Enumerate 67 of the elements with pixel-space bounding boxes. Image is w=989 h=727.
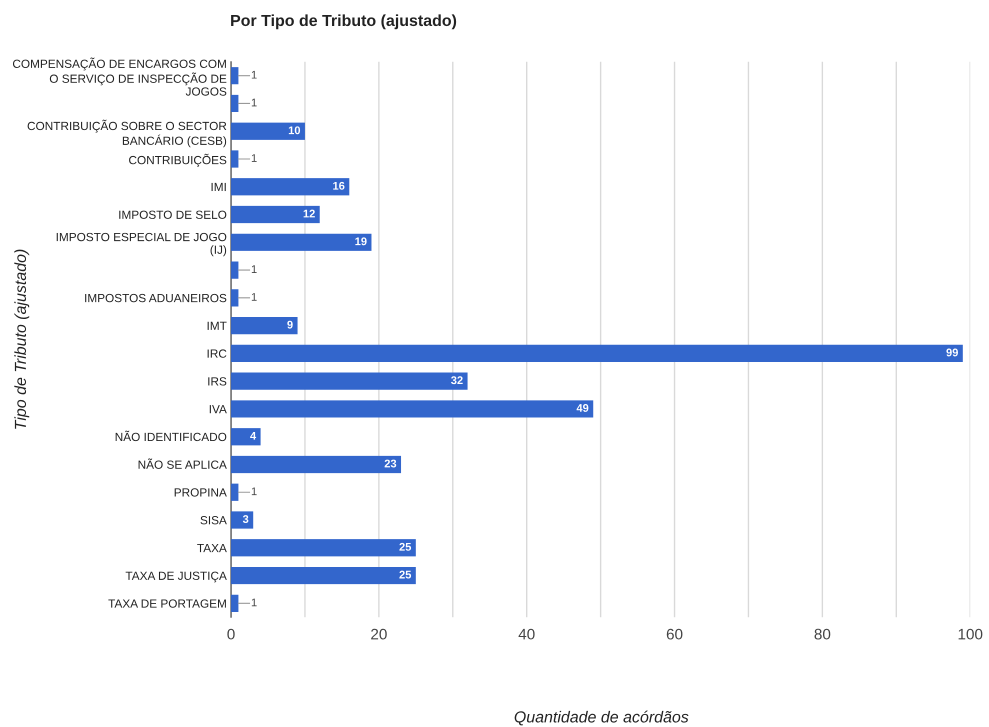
data-label: 4 xyxy=(250,432,256,440)
bar xyxy=(231,539,416,556)
y-tick-label: IMPOSTOS ADUANEIROS xyxy=(85,294,226,302)
data-label: 1 xyxy=(252,598,257,606)
y-tick-label: PROPINA xyxy=(174,488,227,497)
bar xyxy=(231,234,372,251)
data-label: 19 xyxy=(355,237,367,246)
bar xyxy=(231,150,238,168)
x-tick-label: 20 xyxy=(371,628,387,640)
x-axis-title: Quantidade de acórdãos xyxy=(514,710,688,726)
data-label: 12 xyxy=(304,210,315,218)
x-tick-label: 40 xyxy=(518,628,535,640)
bar xyxy=(231,566,416,584)
y-tick-label: NÃO IDENTIFICADO xyxy=(116,430,226,442)
data-label: 1 xyxy=(252,293,257,301)
data-label: 25 xyxy=(399,542,412,551)
y-tick-label: COMPENSAÇÃO DE ENCARGOS COM O SERVIÇO DE INSPECÇÃO DE JOGOS xyxy=(12,58,226,96)
x-tick-label: 80 xyxy=(814,628,830,640)
y-tick-label: SISA xyxy=(200,516,227,524)
bar xyxy=(231,456,402,474)
bar xyxy=(231,594,238,612)
bar xyxy=(231,94,238,112)
data-label: 9 xyxy=(287,320,293,329)
y-tick-label: IMPOSTO DE SELO xyxy=(119,210,226,219)
y-tick-label: IMPOSTO ESPECIAL DE JOGO (IJ) xyxy=(56,232,226,256)
data-label: 25 xyxy=(399,570,412,579)
y-tick-label: IRS xyxy=(208,377,226,386)
data-label: 49 xyxy=(576,404,588,412)
bar xyxy=(231,206,320,224)
bar xyxy=(231,344,963,362)
y-tick-label: IMT xyxy=(208,322,227,330)
y-axis-title: Tipo de Tributo (ajustado) xyxy=(14,250,30,429)
data-label: 1 xyxy=(252,98,257,106)
data-label: 99 xyxy=(946,348,958,356)
bar xyxy=(231,511,254,529)
y-tick-label: IMI xyxy=(212,182,226,192)
y-tick-label: CONTRIBUIÇÕES xyxy=(129,154,226,167)
data-label: 1 xyxy=(252,154,257,162)
y-tick-label: NÃO SE APLICA xyxy=(138,458,227,469)
x-tick-label: 0 xyxy=(227,628,235,640)
data-label: 3 xyxy=(242,515,248,524)
data-label: 16 xyxy=(333,182,344,190)
x-tick-label: 60 xyxy=(666,628,682,640)
data-label: 32 xyxy=(451,376,463,384)
x-tick-label: 100 xyxy=(958,628,982,640)
bar xyxy=(231,428,261,446)
bar xyxy=(231,67,238,84)
data-label: 1 xyxy=(252,487,257,496)
data-label: 1 xyxy=(252,265,257,273)
bar xyxy=(231,317,298,334)
chart-title: Por Tipo de Tributo (ajustado) xyxy=(231,14,456,30)
y-tick-label: IVA xyxy=(210,405,227,414)
y-tick-label: TAXA DE JUSTIÇA xyxy=(126,572,227,582)
data-label: 10 xyxy=(288,126,300,134)
bar xyxy=(231,400,594,418)
y-tick-label: CONTRIBUIÇÃO SOBRE O SECTOR BANCÁRIO (CESB) xyxy=(28,120,226,148)
data-label: 1 xyxy=(252,70,257,79)
data-label: 23 xyxy=(384,460,396,468)
bar xyxy=(231,178,350,196)
bar xyxy=(231,484,238,501)
bar xyxy=(231,289,238,306)
bar xyxy=(231,372,468,390)
bar xyxy=(231,122,305,140)
bar xyxy=(231,261,238,279)
y-tick-label: TAXA xyxy=(197,544,227,552)
y-tick-label: TAXA DE PORTAGEM xyxy=(108,599,226,608)
y-tick-label: IRC xyxy=(208,349,226,358)
